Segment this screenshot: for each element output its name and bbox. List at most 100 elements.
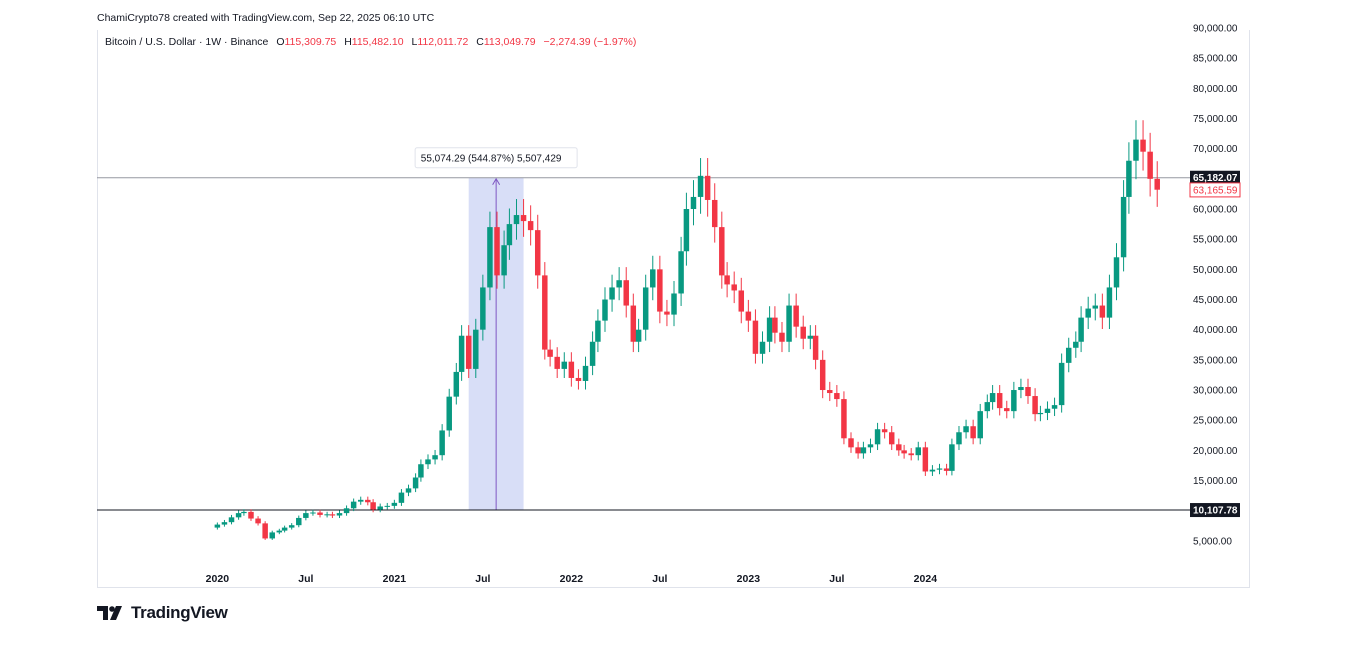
candle-body	[228, 517, 235, 523]
candle-body	[248, 511, 254, 519]
close-value: 113,049.79	[483, 36, 536, 48]
candle-body	[731, 284, 737, 291]
candle-body	[1106, 287, 1113, 318]
candle-body	[956, 432, 962, 445]
candle-body	[683, 209, 690, 252]
candle-body	[1099, 305, 1106, 318]
candle-body	[929, 469, 936, 472]
candle-body	[922, 447, 929, 472]
current-price-tag	[1189, 182, 1241, 198]
tradingview-logo-text: TradingView	[131, 603, 228, 622]
candle-body	[671, 293, 677, 315]
candle-body	[1065, 347, 1072, 363]
candle-body	[405, 488, 412, 493]
current-price-label: 63,165.59	[1193, 185, 1238, 196]
candle-body	[602, 299, 608, 321]
y-tick-label: 55,000.00	[1193, 235, 1238, 246]
candle-body	[881, 429, 888, 433]
candle-body	[432, 455, 438, 460]
candle-body	[860, 447, 867, 454]
candle-body	[365, 499, 371, 503]
candle-body	[595, 320, 601, 342]
candle-body	[513, 215, 520, 225]
candle-body	[458, 335, 465, 372]
candle-body	[977, 411, 983, 439]
y-tick-label: 85,000.00	[1193, 54, 1238, 65]
x-tick-label: 2022	[560, 573, 584, 585]
candle-body	[1078, 317, 1084, 342]
x-tick-label: 2021	[383, 573, 407, 585]
chart-credit: ChamiCrypto78 created with TradingView.c…	[97, 12, 435, 24]
candle-body	[779, 332, 785, 342]
candle-body	[664, 311, 670, 315]
candle-body	[1004, 408, 1010, 412]
high-label: H	[344, 36, 352, 48]
candle-body	[1011, 390, 1017, 412]
candle-body	[425, 459, 431, 465]
candle-body	[1140, 139, 1146, 152]
candle-body	[834, 393, 840, 400]
candle-body	[908, 453, 914, 456]
candle-body	[949, 444, 955, 471]
candle-body	[324, 514, 330, 516]
chart-frame	[97, 30, 1250, 588]
candle-body	[303, 513, 309, 518]
candle-body	[589, 341, 596, 366]
measure-arrow-head	[492, 177, 501, 185]
candle-body	[704, 175, 711, 200]
change-value: −2,274.39 (−1.97%)	[543, 36, 637, 48]
low-label: L	[411, 36, 418, 48]
hline-price-tag	[1190, 170, 1240, 185]
candle-body	[936, 468, 943, 470]
tradingview-logo: TradingView	[97, 603, 228, 623]
candle-body	[635, 329, 642, 342]
candle-body	[214, 524, 221, 528]
x-tick-label: 2023	[737, 573, 761, 585]
candle-body	[970, 426, 976, 439]
candle-body	[800, 326, 806, 339]
candle-body	[642, 287, 649, 330]
candle-body	[650, 269, 656, 288]
candle-body	[350, 501, 357, 509]
x-tick-label: Jul	[829, 573, 844, 585]
candle-body	[738, 290, 745, 312]
candle-body	[329, 514, 336, 516]
candle-body	[534, 230, 541, 276]
candle-body	[867, 444, 874, 448]
x-tick-label: 2020	[206, 573, 230, 585]
candle-body	[241, 511, 247, 514]
candle-body	[1085, 308, 1091, 318]
candle-body	[343, 508, 350, 514]
candle-body	[719, 227, 725, 276]
candle-body	[501, 245, 507, 276]
y-tick-label: 75,000.00	[1193, 114, 1238, 125]
candle-body	[745, 311, 752, 321]
candle-body	[473, 329, 479, 369]
candle-body	[1051, 405, 1058, 409]
candle-body	[391, 502, 398, 506]
candle-body	[827, 390, 833, 394]
candle-body	[357, 499, 364, 502]
candle-body	[494, 227, 500, 276]
open-label: O	[276, 36, 285, 48]
candle-body	[855, 447, 861, 454]
candle-body	[793, 305, 799, 327]
y-tick-label: 70,000.00	[1193, 144, 1238, 155]
candle-body	[1154, 178, 1160, 190]
candle-body	[370, 502, 376, 510]
candle-body	[888, 432, 895, 445]
y-tick-label: 40,000.00	[1193, 325, 1238, 336]
ohlc-legend: Bitcoin / U.S. Dollar · 1W · Binance O11…	[105, 36, 636, 48]
candle-body	[446, 396, 452, 431]
candle-body	[989, 393, 996, 403]
candle-body	[915, 447, 922, 456]
candle-body	[465, 335, 472, 369]
candle-body	[269, 532, 275, 539]
candle-body	[678, 251, 684, 294]
tradingview-logo-icon	[97, 606, 122, 620]
candle-body	[296, 517, 302, 526]
candle-body	[812, 335, 819, 360]
candle-body	[711, 199, 718, 228]
y-tick-label: 60,000.00	[1193, 205, 1238, 216]
